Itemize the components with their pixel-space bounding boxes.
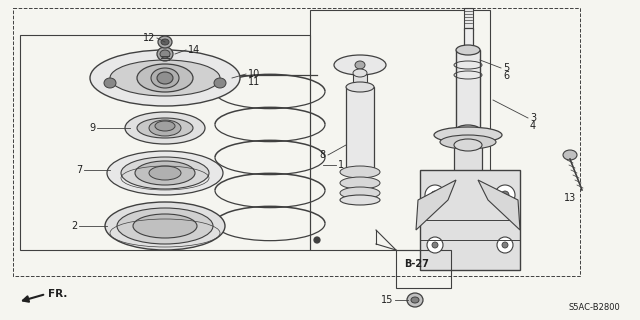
Ellipse shape: [431, 191, 439, 199]
Ellipse shape: [456, 125, 480, 135]
Text: 11: 11: [248, 77, 260, 87]
Text: 10: 10: [248, 69, 260, 79]
Text: 7: 7: [76, 165, 82, 175]
Bar: [464, 28, 473, 52]
Text: 8: 8: [320, 150, 326, 160]
Text: 4: 4: [530, 121, 536, 131]
Ellipse shape: [434, 127, 502, 143]
Polygon shape: [478, 180, 520, 230]
Ellipse shape: [314, 237, 320, 243]
Bar: [13, 8, 580, 276]
Ellipse shape: [340, 166, 380, 178]
Text: 3: 3: [530, 113, 536, 123]
Text: B-27: B-27: [404, 259, 429, 269]
Text: 1: 1: [338, 160, 344, 170]
Text: 14: 14: [188, 45, 200, 55]
Bar: [454, 145, 482, 200]
Ellipse shape: [137, 64, 193, 92]
Ellipse shape: [121, 157, 209, 189]
Ellipse shape: [425, 185, 445, 205]
Ellipse shape: [407, 293, 423, 307]
Ellipse shape: [346, 82, 374, 92]
Ellipse shape: [501, 191, 509, 199]
Bar: [456, 50, 480, 130]
Ellipse shape: [149, 166, 181, 180]
Bar: [20, 35, 310, 250]
Ellipse shape: [214, 78, 226, 88]
Bar: [353, 73, 367, 88]
Bar: [310, 10, 490, 250]
Ellipse shape: [427, 237, 443, 253]
Ellipse shape: [161, 39, 169, 45]
Text: 2: 2: [71, 221, 77, 231]
Ellipse shape: [411, 297, 419, 303]
Text: 9: 9: [89, 123, 95, 133]
Text: S5AC-B2800: S5AC-B2800: [568, 303, 620, 313]
Ellipse shape: [340, 195, 380, 205]
Ellipse shape: [125, 112, 205, 144]
Text: 12: 12: [143, 33, 155, 43]
Ellipse shape: [432, 242, 438, 248]
Ellipse shape: [107, 151, 223, 195]
Bar: [346, 87, 374, 172]
Ellipse shape: [157, 72, 173, 84]
Ellipse shape: [137, 118, 193, 138]
Ellipse shape: [105, 202, 225, 250]
Text: 13: 13: [564, 193, 576, 203]
Ellipse shape: [135, 161, 195, 185]
Ellipse shape: [151, 68, 179, 88]
Ellipse shape: [502, 242, 508, 248]
Ellipse shape: [110, 60, 220, 96]
Ellipse shape: [160, 50, 170, 58]
Ellipse shape: [497, 237, 513, 253]
Ellipse shape: [158, 36, 172, 48]
Ellipse shape: [456, 45, 480, 55]
Ellipse shape: [440, 135, 496, 149]
Polygon shape: [416, 180, 456, 230]
Ellipse shape: [133, 214, 197, 238]
Text: 6: 6: [503, 71, 509, 81]
Bar: [396, 250, 451, 288]
Text: 5: 5: [503, 63, 509, 73]
Ellipse shape: [334, 55, 386, 75]
Text: FR.: FR.: [48, 289, 67, 299]
Ellipse shape: [90, 50, 240, 106]
Bar: [464, 8, 473, 30]
Ellipse shape: [454, 139, 482, 151]
Ellipse shape: [495, 185, 515, 205]
Bar: [420, 170, 520, 270]
Ellipse shape: [563, 150, 577, 160]
Ellipse shape: [155, 121, 175, 131]
Ellipse shape: [355, 61, 365, 69]
Ellipse shape: [340, 187, 380, 199]
Ellipse shape: [157, 47, 173, 61]
Ellipse shape: [149, 120, 181, 136]
Ellipse shape: [104, 78, 116, 88]
Ellipse shape: [353, 69, 367, 77]
Ellipse shape: [117, 208, 213, 244]
Ellipse shape: [340, 177, 380, 189]
Ellipse shape: [346, 167, 374, 177]
Text: 15: 15: [381, 295, 393, 305]
